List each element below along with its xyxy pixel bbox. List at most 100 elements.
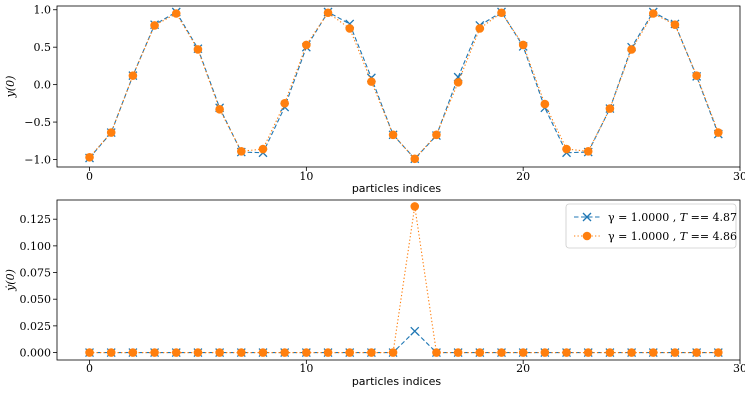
y-tick-label: 0.0 xyxy=(34,79,52,92)
y-tick-label: −0.5 xyxy=(24,116,51,129)
circle-marker xyxy=(106,348,116,357)
series-line-1 xyxy=(89,11,719,160)
y-axis-label: ẏ(0) xyxy=(4,269,17,292)
x-tick-label: 20 xyxy=(516,362,530,375)
circle-marker xyxy=(583,146,593,156)
legend: γ = 1.0000 , T == 4.87 γ = 1.0000 , T == … xyxy=(565,203,737,249)
circle-marker xyxy=(627,348,636,357)
circle-marker xyxy=(648,9,658,18)
x-tick-label: 20 xyxy=(516,170,530,183)
top-panel: 0 10 20 30 −1.0 −0.5 0.0 0.5 1.0 particles indice… xyxy=(4,4,745,195)
circle-marker xyxy=(648,348,658,357)
x-axis-label: particles indices xyxy=(352,182,442,195)
x-tick-label: 0 xyxy=(86,170,93,183)
circle-marker xyxy=(85,152,94,162)
circle-marker xyxy=(497,8,506,18)
axes-frame xyxy=(56,199,741,361)
legend-label-1: γ = 1.0000 , T == 4.86 xyxy=(608,230,737,243)
circle-marker xyxy=(128,348,138,357)
circle-marker xyxy=(280,348,289,357)
circle-marker xyxy=(518,348,528,357)
plot-area xyxy=(85,202,723,357)
circle-marker xyxy=(518,40,528,50)
circle-marker xyxy=(280,99,289,108)
circle-marker xyxy=(497,348,506,357)
series-line-0 xyxy=(89,11,719,160)
x-tick-label: 0 xyxy=(86,362,93,375)
plot-area xyxy=(85,7,723,164)
circle-marker xyxy=(453,78,463,87)
circle-marker xyxy=(583,348,593,357)
circle-marker xyxy=(345,24,355,33)
circle-marker xyxy=(562,144,571,154)
circle-marker xyxy=(171,348,181,357)
circle-marker xyxy=(367,77,376,86)
circle-marker xyxy=(714,128,723,137)
circle-marker xyxy=(410,202,420,211)
legend-x-marker xyxy=(582,212,592,222)
circle-marker xyxy=(605,348,615,357)
circle-marker xyxy=(150,348,159,357)
legend-circle-marker xyxy=(582,231,592,241)
x-axis-label: particles indices xyxy=(352,375,442,388)
circle-marker xyxy=(670,20,680,30)
legend-label-0: γ = 1.0000 , T == 4.87 xyxy=(608,211,737,224)
circle-marker xyxy=(302,40,311,50)
y-tick-label: 0.100 xyxy=(20,240,52,253)
circle-marker xyxy=(388,348,398,357)
bottom-panel: 0 10 20 30 0.000 0.025 0.050 0.075 0.100 0.125 par… xyxy=(4,199,745,388)
circle-marker xyxy=(193,348,203,357)
circle-marker xyxy=(627,45,636,54)
circle-marker xyxy=(432,348,441,357)
circle-marker xyxy=(692,348,701,357)
y-tick-label: 0.125 xyxy=(20,213,52,226)
x-tick-label: 30 xyxy=(733,170,745,183)
x-marker xyxy=(410,326,420,336)
circle-marker xyxy=(345,348,355,357)
series-line-0 xyxy=(89,330,719,354)
circle-marker xyxy=(388,130,398,140)
y-axis-label: y(0) xyxy=(4,76,17,99)
circle-marker xyxy=(475,24,485,33)
circle-marker xyxy=(540,99,550,109)
circle-marker xyxy=(367,348,376,357)
axes-frame xyxy=(56,5,741,168)
circle-marker xyxy=(475,348,485,357)
y-tick-label: −1.0 xyxy=(24,154,51,167)
circle-marker xyxy=(562,348,571,357)
x-tick-label: 30 xyxy=(733,362,745,375)
x-tick-label: 10 xyxy=(299,362,313,375)
y-tick-label: 0.025 xyxy=(20,320,52,333)
circle-marker xyxy=(453,348,463,357)
circle-marker xyxy=(605,104,615,113)
x-tick-label: 10 xyxy=(299,170,313,183)
circle-marker xyxy=(258,348,268,357)
circle-marker xyxy=(193,45,203,54)
circle-marker xyxy=(323,8,333,18)
legend-box xyxy=(565,203,737,249)
circle-marker xyxy=(106,128,116,137)
circle-marker xyxy=(215,105,224,114)
circle-marker xyxy=(128,71,138,80)
circle-marker xyxy=(237,348,246,357)
y-tick-label: 0.5 xyxy=(34,41,52,54)
circle-marker xyxy=(171,9,181,18)
circle-marker xyxy=(258,144,268,154)
circle-marker xyxy=(302,348,311,357)
y-tick-label: 1.0 xyxy=(34,4,52,17)
circle-marker xyxy=(432,130,441,140)
circle-marker xyxy=(670,348,680,357)
circle-marker xyxy=(714,348,723,357)
circle-marker xyxy=(410,154,420,164)
circle-marker xyxy=(692,71,701,80)
circle-marker xyxy=(540,348,550,357)
circle-marker xyxy=(85,348,94,357)
circle-marker xyxy=(215,348,224,357)
y-tick-label: 0.050 xyxy=(20,293,52,306)
circle-marker xyxy=(237,146,246,156)
y-tick-label: 0.000 xyxy=(20,347,52,360)
y-tick-label: 0.075 xyxy=(20,267,52,280)
circle-marker xyxy=(150,21,159,30)
circle-marker xyxy=(323,348,333,357)
